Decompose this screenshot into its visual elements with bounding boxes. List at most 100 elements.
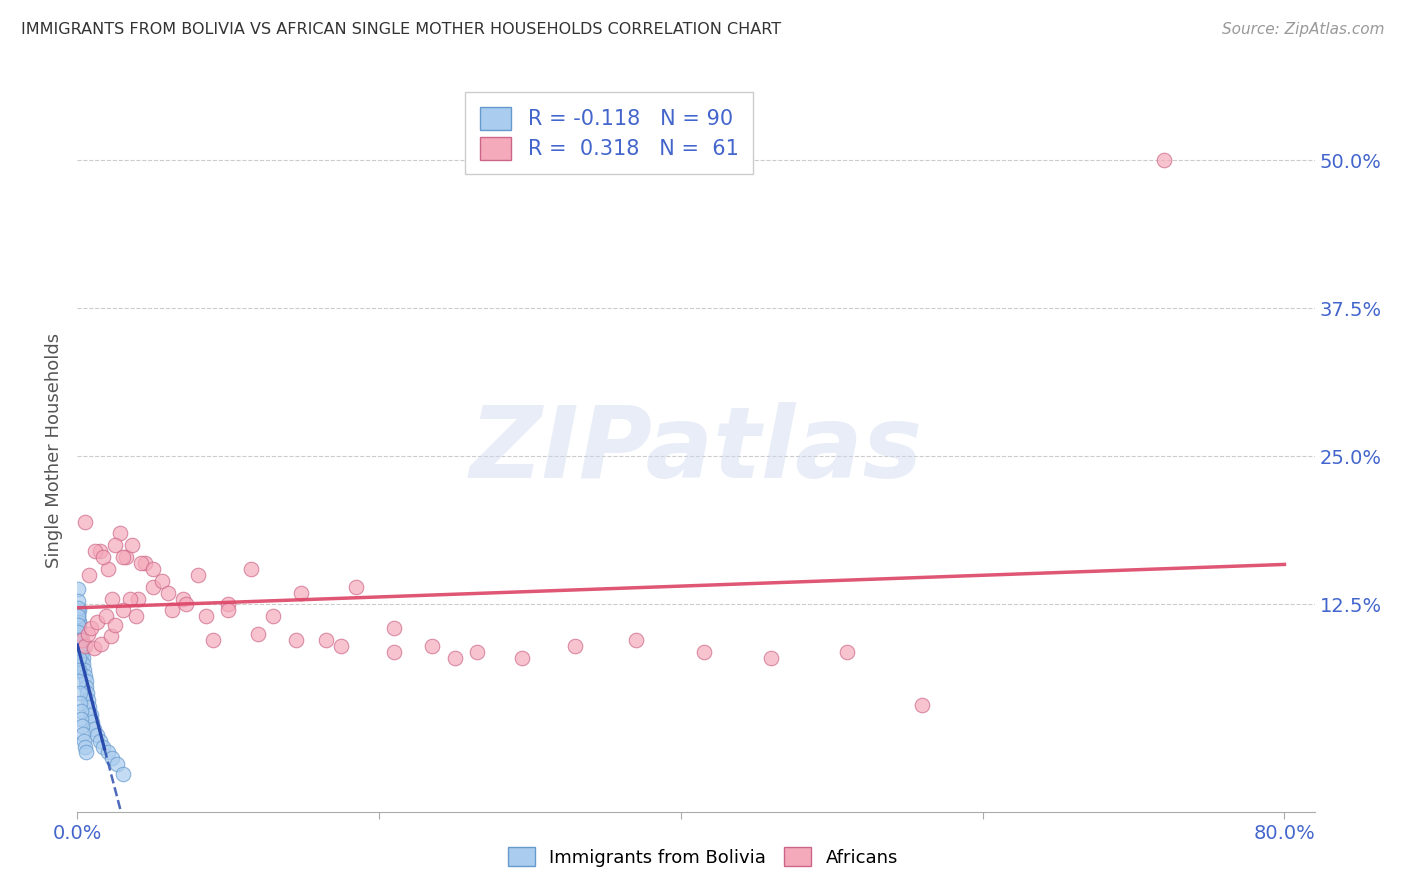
- Point: [67, 627, 90, 641]
- Point: [90, 636, 112, 650]
- Point: [67, 648, 90, 663]
- Point: [75, 674, 97, 689]
- Point: [67, 615, 90, 630]
- Point: [69, 646, 91, 660]
- Point: [70, 641, 93, 656]
- Point: [67, 650, 90, 665]
- Point: [67, 615, 90, 630]
- Point: [70, 639, 93, 653]
- Point: [174, 598, 197, 612]
- Point: [67, 632, 90, 647]
- Point: [67, 632, 90, 647]
- Point: [382, 645, 405, 659]
- Text: IMMIGRANTS FROM BOLIVIA VS AFRICAN SINGLE MOTHER HOUSEHOLDS CORRELATION CHART: IMMIGRANTS FROM BOLIVIA VS AFRICAN SINGL…: [21, 22, 782, 37]
- Point: [73, 663, 96, 677]
- Point: [67, 629, 90, 643]
- Point: [114, 550, 136, 565]
- Point: [73, 733, 96, 747]
- Point: [67, 660, 90, 674]
- Point: [1153, 153, 1175, 168]
- Point: [443, 650, 465, 665]
- Point: [66, 641, 89, 656]
- Point: [69, 638, 91, 652]
- Point: [217, 603, 239, 617]
- Point: [96, 746, 118, 760]
- Point: [564, 639, 586, 653]
- Point: [70, 653, 93, 667]
- Point: [67, 613, 90, 627]
- Point: [835, 645, 858, 659]
- Point: [83, 722, 105, 736]
- Point: [67, 624, 90, 639]
- Point: [70, 648, 93, 663]
- Point: [67, 663, 90, 677]
- Point: [67, 617, 90, 632]
- Point: [67, 636, 90, 650]
- Point: [70, 645, 93, 659]
- Point: [104, 617, 127, 632]
- Point: [70, 719, 93, 733]
- Point: [911, 698, 934, 712]
- Legend: Immigrants from Bolivia, Africans: Immigrants from Bolivia, Africans: [501, 840, 905, 874]
- Point: [382, 621, 405, 635]
- Point: [172, 591, 194, 606]
- Point: [69, 636, 91, 650]
- Point: [69, 632, 91, 646]
- Point: [73, 515, 96, 529]
- Point: [66, 601, 89, 615]
- Point: [83, 641, 105, 656]
- Point: [761, 650, 783, 665]
- Point: [67, 609, 90, 624]
- Point: [80, 707, 103, 722]
- Point: [202, 632, 225, 647]
- Point: [67, 636, 90, 650]
- Point: [66, 594, 89, 608]
- Point: [67, 635, 90, 649]
- Point: [67, 664, 90, 678]
- Point: [66, 653, 89, 667]
- Y-axis label: Single Mother Households: Single Mother Households: [45, 333, 63, 568]
- Point: [465, 645, 488, 659]
- Point: [66, 582, 89, 596]
- Point: [67, 645, 90, 659]
- Point: [67, 656, 90, 670]
- Point: [129, 556, 152, 570]
- Point: [70, 643, 93, 657]
- Point: [69, 650, 91, 665]
- Point: [94, 609, 117, 624]
- Point: [66, 647, 89, 661]
- Point: [69, 704, 91, 718]
- Point: [69, 640, 91, 654]
- Point: [73, 739, 96, 754]
- Point: [290, 585, 312, 599]
- Point: [420, 639, 443, 653]
- Point: [69, 632, 91, 647]
- Point: [72, 657, 94, 671]
- Point: [67, 621, 90, 635]
- Point: [134, 556, 156, 570]
- Point: [194, 609, 217, 624]
- Point: [72, 726, 94, 740]
- Point: [67, 603, 90, 617]
- Point: [150, 574, 173, 588]
- Point: [69, 635, 91, 649]
- Point: [91, 550, 114, 565]
- Point: [125, 609, 148, 624]
- Point: [84, 544, 107, 558]
- Point: [142, 562, 165, 576]
- Point: [66, 632, 89, 647]
- Point: [86, 615, 108, 630]
- Point: [69, 686, 91, 700]
- Point: [79, 567, 101, 582]
- Point: [69, 696, 91, 710]
- Point: [285, 632, 308, 647]
- Point: [75, 681, 97, 695]
- Point: [315, 632, 337, 647]
- Point: [70, 712, 93, 726]
- Point: [76, 686, 98, 700]
- Point: [127, 591, 149, 606]
- Point: [111, 550, 134, 565]
- Point: [66, 606, 89, 620]
- Point: [105, 757, 128, 772]
- Point: [86, 728, 108, 742]
